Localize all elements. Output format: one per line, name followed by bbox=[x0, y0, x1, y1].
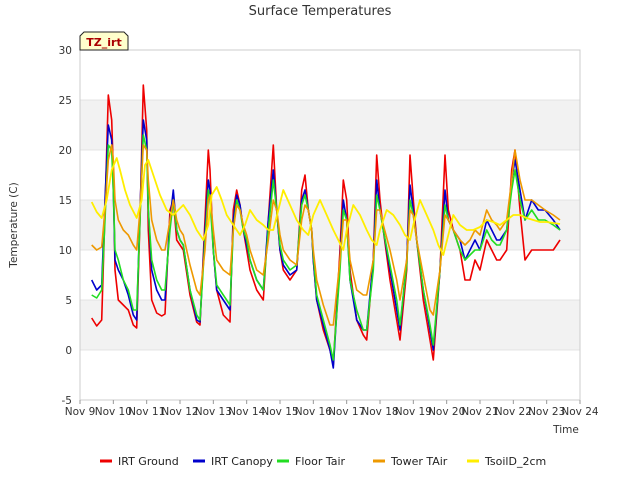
site-badge-text: TZ_irt bbox=[86, 36, 121, 49]
y-axis-label: Temperature (C) bbox=[8, 182, 20, 268]
legend-label: Tower TAir bbox=[390, 455, 448, 468]
x-tick-label: Nov 23 bbox=[528, 406, 565, 418]
x-tick-label: Nov 10 bbox=[95, 406, 132, 418]
y-tick-label: 0 bbox=[65, 345, 72, 357]
y-axis-ticks: -5 0 5 10 15 20 25 30 bbox=[59, 45, 72, 407]
x-tick-label: Nov 17 bbox=[328, 406, 365, 418]
x-tick-label: Nov 12 bbox=[161, 406, 198, 418]
x-tick-label: Nov 11 bbox=[128, 406, 165, 418]
plot-band bbox=[80, 100, 580, 150]
x-tick-label: Nov 18 bbox=[361, 406, 398, 418]
y-tick-label: 15 bbox=[59, 195, 72, 207]
x-tick-label: Nov 14 bbox=[228, 406, 266, 418]
x-axis-label: Time bbox=[552, 424, 579, 436]
legend-label: IRT Ground bbox=[118, 455, 179, 468]
x-tick-label: Nov 9 bbox=[65, 406, 96, 418]
series-line-tower-tair bbox=[91, 144, 561, 326]
x-tick-label: Nov 22 bbox=[495, 406, 532, 418]
x-tick-label: Nov 13 bbox=[195, 406, 232, 418]
y-tick-label: 10 bbox=[59, 245, 72, 257]
plot-band bbox=[80, 200, 580, 250]
legend-label: TsoilD_2cm bbox=[484, 455, 546, 468]
plot-band bbox=[80, 150, 580, 200]
y-tick-label: 20 bbox=[59, 145, 72, 157]
plot-band bbox=[80, 50, 580, 100]
site-badge: TZ_irt bbox=[79, 31, 129, 51]
plot-area bbox=[80, 50, 580, 400]
plot-band bbox=[80, 350, 580, 400]
series-line-tsoild-2cm bbox=[90, 157, 561, 256]
y-tick-label: -5 bbox=[62, 395, 72, 407]
y-tick-label: 5 bbox=[65, 295, 72, 307]
legend-label: Floor Tair bbox=[295, 455, 346, 468]
plot-frame bbox=[79, 49, 581, 401]
y-tick-label: 25 bbox=[59, 95, 72, 107]
site-badge-box bbox=[79, 31, 129, 51]
y-tick-label: 30 bbox=[59, 45, 72, 57]
x-tick-label: Nov 21 bbox=[461, 406, 498, 418]
series-line-irt-ground bbox=[91, 84, 561, 366]
x-tick-label: Nov 19 bbox=[395, 406, 432, 418]
x-tick-label: Nov 16 bbox=[295, 406, 333, 418]
legend: IRT Ground IRT Canopy Floor Tair Tower TAir… bbox=[100, 455, 546, 468]
x-tick-label: Nov 20 bbox=[428, 406, 465, 418]
series-layer bbox=[90, 84, 561, 369]
chart-title: Surface Temperatures bbox=[249, 4, 392, 19]
legend-label: IRT Canopy bbox=[211, 455, 273, 468]
series-line-floor-tair bbox=[91, 134, 561, 361]
x-tick-label: Nov 15 bbox=[261, 406, 298, 418]
x-tick-label: Nov 24 bbox=[561, 406, 599, 418]
